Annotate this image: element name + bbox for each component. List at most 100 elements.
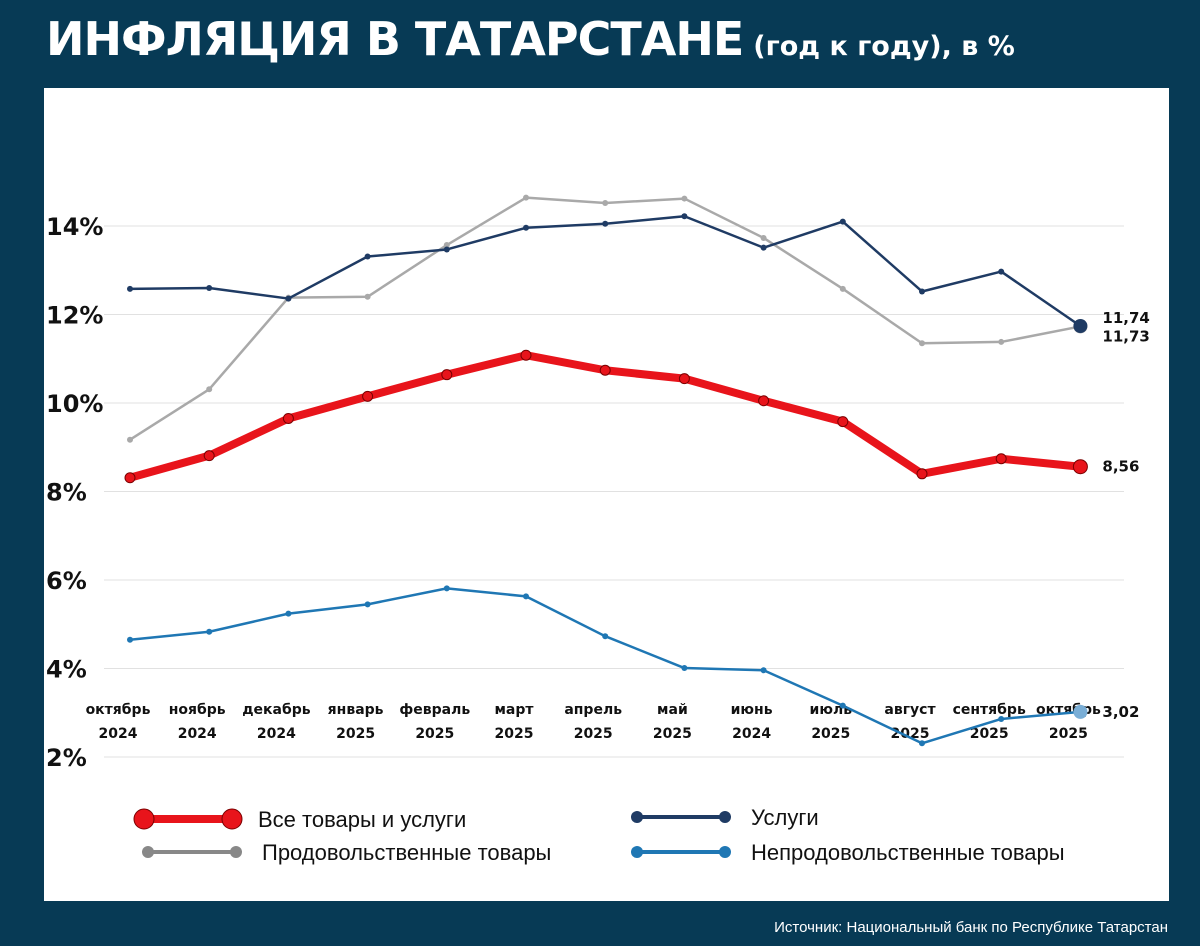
data-point [206,284,213,291]
data-point [364,601,371,608]
data-point [678,373,690,385]
chart-panel: 2% 4% 6% 8% 10% 12% 14% октябрь 2024 ноябрь 2024 д… [44,88,1169,901]
data-point [681,195,688,202]
data-point [839,218,846,225]
data-point [1073,319,1088,334]
x-tick-label-year: 2024 [99,726,138,742]
series-1 [127,213,1088,334]
chart-title: ИНФЛЯЦИЯ В ТАТАРСТАНЕ (год к году), в % [46,12,1166,80]
series-line [128,587,1082,745]
title-subtitle: (год к году), в % [753,31,1015,62]
x-tick-label-month: май [657,702,688,718]
x-tick-label-month: июнь [731,702,773,718]
data-point [523,194,529,201]
legend-marker [142,846,154,858]
data-point [362,390,374,402]
data-point [520,349,532,361]
data-point [127,436,133,443]
x-tick-label-month: сентябрь [953,702,1026,718]
data-point [285,295,292,302]
x-tick-label-month: март [494,702,534,718]
x-tick-label-year: 2024 [178,726,217,742]
data-point [602,199,609,206]
legend-item-3: Непродовольственные товары [631,840,1065,865]
data-point [364,293,371,300]
x-tick-label-month: январь [328,702,384,718]
x-tick-label-year: 2025 [574,726,613,742]
data-point [441,369,453,381]
legend-label: Непродовольственные товары [751,840,1065,865]
x-tick-label-year: 2025 [415,726,454,742]
y-tick-label: 14% [46,213,103,241]
y-tick-label: 2% [46,744,87,772]
legend: Все товары и услуги Услуги Продовольственн… [133,805,1065,865]
legend-marker [631,846,643,858]
y-tick-label: 6% [46,567,87,595]
legend-item-1: Услуги [631,805,819,830]
end-value-label: 3,02 [1102,703,1139,721]
data-point [758,395,770,407]
x-tick-label-month: ноябрь [169,702,226,718]
data-point [916,468,928,480]
legend-label: Услуги [751,805,819,830]
grid-lines [104,225,1124,758]
data-point [127,636,133,643]
data-point [839,285,846,292]
x-tick-label-year: 2025 [1049,726,1088,742]
data-point [919,340,925,347]
data-point [443,585,450,592]
data-point [124,472,136,484]
x-tick-label-month: апрель [564,702,622,718]
data-point [443,242,450,249]
x-tick-label-year: 2024 [732,726,771,742]
data-point [998,268,1005,275]
x-tick-label-month: октябрь [86,702,151,718]
x-tick-label-year: 2025 [495,726,534,742]
x-tick-label-month: декабрь [242,702,311,718]
source-note: Источник: Национальный банк по Республик… [774,919,1168,936]
chart-svg: 2% 4% 6% 8% 10% 12% 14% октябрь 2024 ноябрь 2024 д… [46,194,1150,865]
legend-marker [230,846,242,858]
x-tick-label-month: февраль [399,702,470,718]
data-point [282,412,294,424]
x-tick-label-year: 2025 [336,726,375,742]
y-tick-label: 10% [46,390,103,418]
y-tick-label: 8% [46,479,87,507]
data-point [203,450,215,462]
x-tick-label-year: 2025 [653,726,692,742]
y-tick-label: 4% [46,656,87,684]
data-point [364,253,371,260]
x-tick-label-year: 2024 [257,726,296,742]
series-0 [124,349,1088,484]
legend-marker [719,846,731,858]
x-tick-label-month: август [884,702,936,718]
data-point [839,702,846,709]
data-point [1072,459,1088,475]
data-point [998,338,1005,345]
data-point [760,244,767,251]
data-point [523,224,529,231]
data-point [206,386,213,393]
data-point [602,220,609,227]
title-main: ИНФЛЯЦИЯ В ТАТАРСТАНЕ [46,12,744,66]
legend-label: Продовольственные товары [262,840,551,865]
data-point [127,285,133,292]
y-tick-label: 12% [46,302,103,330]
data-point [760,667,767,674]
series-layer [124,194,1088,747]
x-tick-label-year: 2025 [811,726,850,742]
data-point [995,453,1007,465]
end-value-label: 8,56 [1102,458,1139,476]
series-line [128,215,1082,328]
legend-marker [631,811,643,823]
data-point [681,213,688,220]
data-point [919,288,925,295]
data-point [285,610,292,617]
legend-item-0: Все товары и услуги [133,807,466,832]
data-point [206,628,213,635]
y-axis-ticks: 2% 4% 6% 8% 10% 12% 14% [46,213,103,772]
data-point [837,416,849,428]
legend-marker [133,808,155,830]
data-point [919,740,925,747]
